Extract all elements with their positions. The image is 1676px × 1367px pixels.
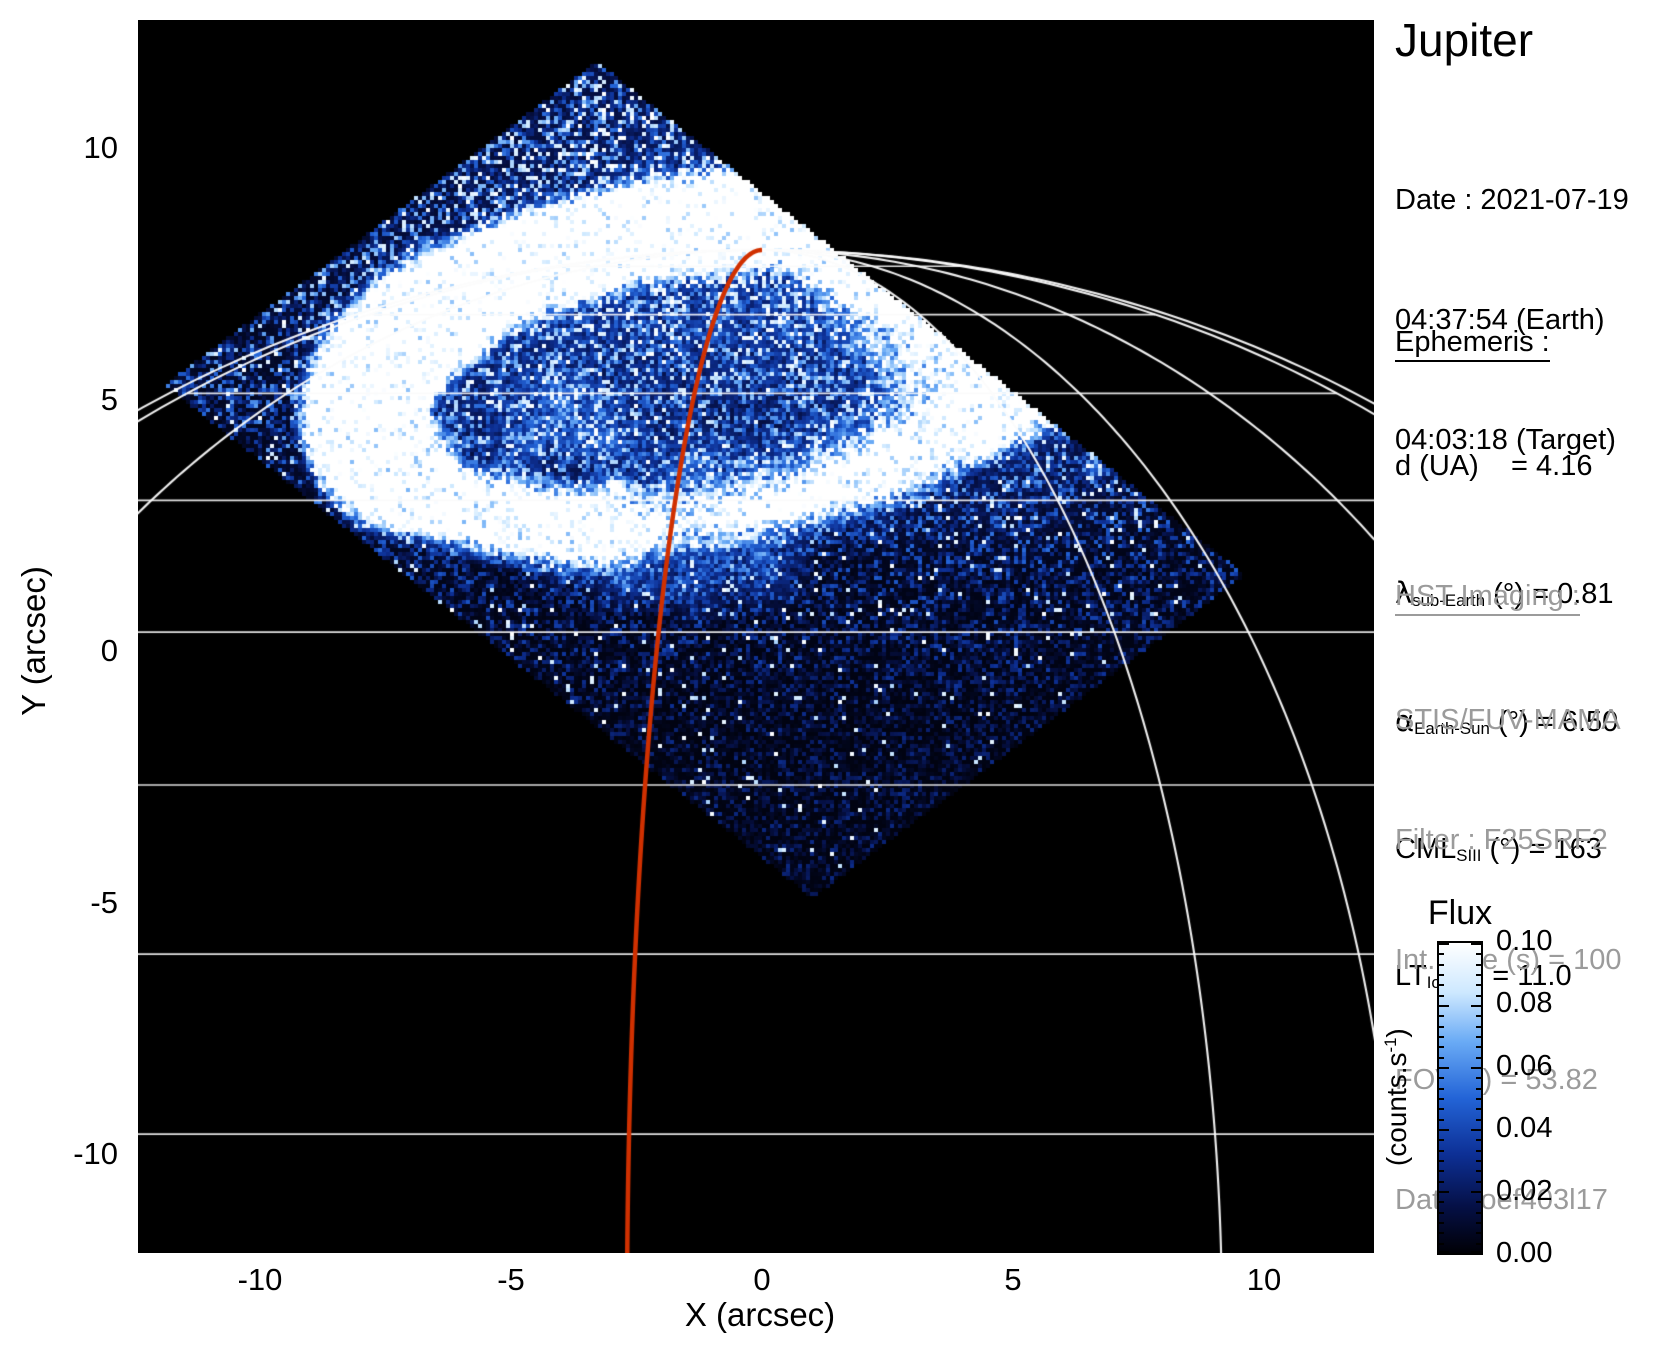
ephemeris-heading: Ephemeris : — [1395, 324, 1550, 362]
colorbar-tick — [1439, 1108, 1444, 1110]
colorbar-tick — [1439, 1036, 1444, 1038]
colorbar-tick-label: 0.00 — [1496, 1237, 1606, 1270]
colorbar-tick-label: 0.04 — [1496, 1112, 1606, 1145]
colorbar-tick — [1439, 1005, 1449, 1007]
colorbar-tick — [1439, 1088, 1444, 1090]
x-tick-label: -10 — [215, 1262, 305, 1298]
colorbar-tick — [1439, 1098, 1444, 1100]
colorbar-tick — [1476, 1077, 1481, 1079]
ephemeris-row-distance: d (UA) = 4.16 — [1395, 446, 1618, 493]
hst-instrument: STIS/FUV-MAMA — [1395, 700, 1621, 740]
date-line: Date : 2021-07-19 — [1395, 180, 1629, 220]
colorbar-tick — [1439, 1067, 1449, 1069]
y-tick-label: 10 — [28, 130, 118, 166]
colorbar-tick — [1439, 1077, 1444, 1079]
colorbar-tick — [1476, 1057, 1481, 1059]
hst-filter: Filter : F25SRF2 — [1395, 820, 1621, 860]
colorbar-tick — [1476, 1119, 1481, 1121]
colorbar-tick — [1439, 964, 1444, 966]
colorbar-tick — [1439, 1026, 1444, 1028]
colorbar-tick — [1471, 1005, 1481, 1007]
colorbar-tick — [1439, 1129, 1449, 1131]
colorbar-tick — [1439, 1191, 1449, 1193]
colorbar-tick — [1476, 1036, 1481, 1038]
colorbar-tick-label: 0.02 — [1496, 1175, 1606, 1208]
colorbar-tick — [1439, 1212, 1444, 1214]
colorbar — [1437, 941, 1483, 1255]
colorbar-tick — [1439, 995, 1444, 997]
colorbar-tick — [1476, 1046, 1481, 1048]
colorbar-tick — [1439, 1201, 1444, 1203]
colorbar-tick-label: 0.08 — [1496, 987, 1606, 1020]
colorbar-tick — [1439, 943, 1449, 945]
colorbar-tick — [1439, 1150, 1444, 1152]
colorbar-tick — [1471, 1251, 1481, 1253]
colorbar-tick — [1476, 1139, 1481, 1141]
colorbar-tick — [1476, 964, 1481, 966]
x-tick-label: -5 — [466, 1262, 556, 1298]
colorbar-tick — [1439, 953, 1444, 955]
colorbar-tick-label: 0.10 — [1496, 925, 1606, 958]
colorbar-tick-label: 0.06 — [1496, 1050, 1606, 1083]
colorbar-tick — [1476, 1232, 1481, 1234]
colorbar-tick — [1471, 943, 1481, 945]
x-axis-label: X (arcsec) — [610, 1296, 910, 1334]
colorbar-tick — [1471, 1067, 1481, 1069]
colorbar-tick — [1476, 984, 1481, 986]
colorbar-tick — [1439, 1222, 1444, 1224]
colorbar-tick — [1439, 1251, 1449, 1253]
hst-heading: HST Imaging : — [1395, 578, 1580, 616]
page-title: Jupiter — [1395, 14, 1533, 66]
colorbar-tick — [1476, 1098, 1481, 1100]
y-tick-label: -5 — [28, 885, 118, 921]
colorbar-tick — [1439, 984, 1444, 986]
colorbar-tick — [1439, 1139, 1444, 1141]
colorbar-tick — [1439, 1046, 1444, 1048]
y-tick-label: 5 — [28, 382, 118, 418]
colorbar-tick — [1439, 1057, 1444, 1059]
colorbar-tick — [1476, 1160, 1481, 1162]
colorbar-tick — [1476, 1026, 1481, 1028]
y-tick-label: -10 — [28, 1136, 118, 1172]
colorbar-tick — [1439, 1119, 1444, 1121]
x-tick-label: 5 — [968, 1262, 1058, 1298]
colorbar-tick — [1476, 1088, 1481, 1090]
colorbar-tick — [1476, 1222, 1481, 1224]
colorbar-tick — [1471, 1129, 1481, 1131]
colorbar-tick — [1476, 1181, 1481, 1183]
colorbar-tick — [1476, 974, 1481, 976]
colorbar-tick — [1439, 1160, 1444, 1162]
colorbar-tick — [1476, 1201, 1481, 1203]
colorbar-tick — [1476, 1108, 1481, 1110]
colorbar-tick — [1439, 1181, 1444, 1183]
colorbar-tick — [1476, 1243, 1481, 1245]
colorbar-tick — [1476, 953, 1481, 955]
colorbar-unit-label: (counts.s-1) — [1381, 992, 1413, 1202]
x-tick-label: 0 — [717, 1262, 807, 1298]
colorbar-tick — [1476, 1170, 1481, 1172]
aurora-image-canvas — [138, 20, 1374, 1253]
colorbar-tick — [1471, 1191, 1481, 1193]
colorbar-tick — [1439, 974, 1444, 976]
y-tick-label: 0 — [28, 633, 118, 669]
colorbar-tick — [1439, 1243, 1444, 1245]
x-tick-label: 10 — [1219, 1262, 1309, 1298]
figure-root: Y (arcsec) X (arcsec) -10 -5 0 5 10 10 5 0 -5 -1… — [0, 0, 1676, 1367]
colorbar-tick — [1476, 995, 1481, 997]
colorbar-tick — [1476, 1015, 1481, 1017]
colorbar-tick — [1439, 1170, 1444, 1172]
colorbar-tick — [1439, 1232, 1444, 1234]
colorbar-tick — [1476, 1212, 1481, 1214]
colorbar-tick — [1476, 1150, 1481, 1152]
colorbar-tick — [1439, 1015, 1444, 1017]
